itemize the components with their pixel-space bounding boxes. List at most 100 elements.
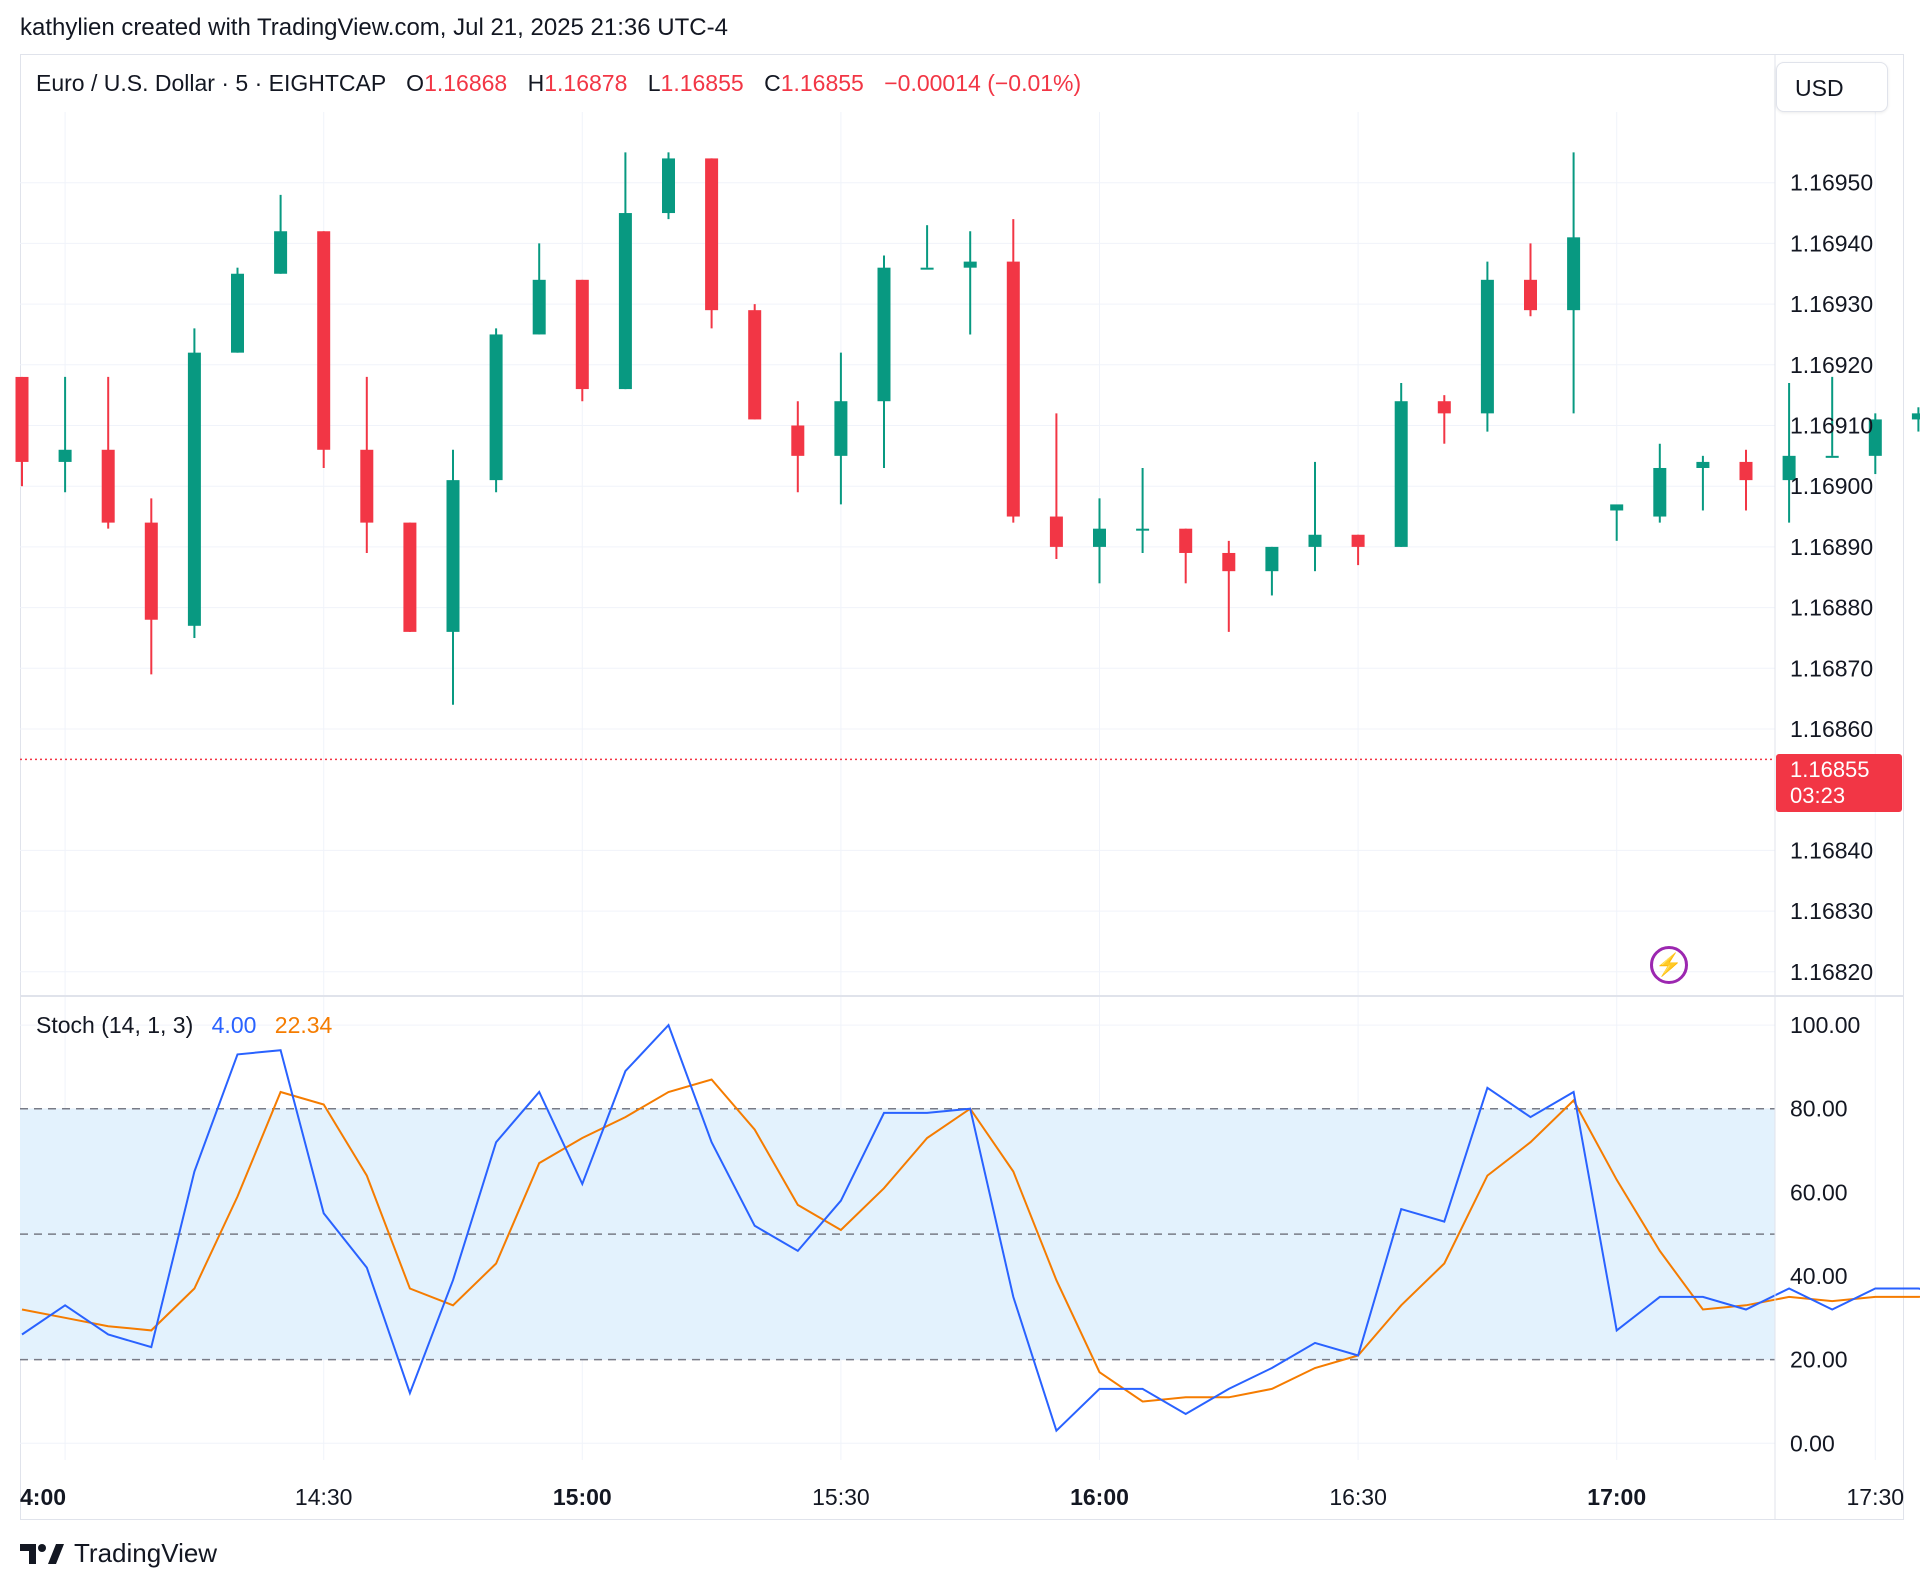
y-tick-label: 1.16820	[1790, 959, 1873, 985]
candle-body	[1308, 534, 1322, 547]
y-tick-label: 1.16840	[1790, 837, 1873, 863]
y-tick-label: 1.16940	[1790, 230, 1873, 256]
close-label: C	[764, 70, 781, 96]
axes: 4:00 14:30 15:00 15:30 16:00 16:30 17:00 17:30 1…	[20, 54, 1905, 1520]
candle-body	[317, 231, 331, 450]
chart-frame	[20, 54, 1904, 1520]
stoch-name[interactable]: Stoch (14, 1, 3)	[36, 1012, 194, 1038]
y-tick-label: 60.00	[1790, 1179, 1848, 1205]
x-tick-label: 15:00	[553, 1484, 612, 1510]
footer-brand[interactable]: TradingView	[74, 1538, 218, 1568]
candle-body	[1437, 401, 1451, 414]
y-tick-label: 1.16930	[1790, 291, 1873, 317]
x-tick-label: 16:00	[1070, 1484, 1129, 1510]
high-value: 1.16878	[544, 70, 628, 96]
candle-body	[1049, 516, 1063, 547]
candle-body	[1610, 504, 1624, 511]
candle-body	[274, 231, 288, 274]
x-tick-label: 17:00	[1587, 1484, 1646, 1510]
candle-body	[662, 158, 675, 214]
close-value: 1.16855	[780, 70, 864, 96]
candle-body	[834, 401, 848, 456]
y-tick-label: 20.00	[1790, 1347, 1848, 1373]
low-label: L	[647, 70, 661, 96]
candle-body	[791, 425, 805, 456]
candle-body	[705, 158, 719, 311]
x-tick-label: 17:30	[1847, 1484, 1905, 1510]
candle-body	[1739, 461, 1753, 481]
low-value: 1.16855	[660, 70, 744, 96]
stoch-lines	[21, 1023, 1920, 1433]
footer: TradingView	[20, 1538, 217, 1569]
stoch-k-line	[21, 1023, 1920, 1433]
candle-body	[1825, 455, 1839, 458]
candle-body	[920, 267, 934, 270]
candle-body	[187, 352, 201, 626]
candle-body	[489, 334, 503, 481]
currency-button[interactable]: USD	[1776, 62, 1888, 112]
stoch-d-line	[21, 1078, 1920, 1403]
lightning-icon[interactable]: ⚡	[1650, 946, 1688, 984]
candle-body	[1653, 467, 1667, 517]
candle-body	[360, 449, 374, 523]
candle-body	[1696, 461, 1710, 468]
candle-body	[618, 213, 632, 390]
y-tick-label: 1.16860	[1790, 716, 1873, 742]
y-tick-label: 40.00	[1790, 1263, 1848, 1289]
y-tick-label: 1.16870	[1790, 655, 1873, 681]
stoch-k-value: 4.00	[211, 1012, 257, 1038]
candle-body	[963, 261, 977, 268]
stoch-legend: Stoch (14, 1, 3) 4.00 22.34	[36, 1012, 332, 1039]
y-tick-label: 0.00	[1790, 1430, 1835, 1456]
candle-body	[1006, 261, 1020, 517]
candle-body	[1868, 419, 1882, 456]
y-tick-label: 1.16890	[1790, 534, 1873, 560]
stoch-band	[20, 1107, 1775, 1361]
candle-body	[877, 267, 891, 402]
change-value: −0.00014 (−0.01%)	[884, 70, 1082, 96]
candle-body	[1351, 534, 1365, 547]
candle-body	[144, 522, 158, 620]
y-tick-label: 1.16880	[1790, 595, 1873, 621]
x-tick-label: 15:30	[812, 1484, 870, 1510]
y-tick-label: 1.16830	[1790, 898, 1873, 924]
candle-body	[15, 376, 29, 462]
high-label: H	[527, 70, 545, 96]
candle-body	[1222, 552, 1236, 572]
candle-body	[446, 480, 460, 632]
candle-body	[1782, 455, 1796, 481]
symbol-name[interactable]: Euro / U.S. Dollar · 5 · EIGHTCAP	[36, 70, 386, 96]
candle-body	[532, 279, 546, 335]
y-tick-label: 1.16920	[1790, 352, 1873, 378]
candle-body	[1911, 413, 1920, 420]
candle-body	[748, 310, 762, 420]
candles	[15, 152, 1920, 761]
y-tick-label: 1.16950	[1790, 170, 1873, 196]
symbol-legend: Euro / U.S. Dollar · 5 · EIGHTCAP O1.168…	[36, 70, 1081, 97]
candle-body	[1136, 528, 1150, 531]
candle-body	[1394, 401, 1408, 547]
y-tick-label: 1.16900	[1790, 473, 1873, 499]
candle-body	[1265, 546, 1279, 572]
open-value: 1.16868	[424, 70, 508, 96]
candle-body	[403, 522, 417, 632]
price-tag-bg	[1776, 754, 1902, 812]
attribution-text: kathylien created with TradingView.com, …	[20, 14, 728, 41]
candle-body	[1179, 528, 1193, 553]
x-tick-label: 14:30	[295, 1484, 353, 1510]
price-tag-price: 1.16855	[1790, 757, 1870, 782]
candle-body	[1093, 528, 1106, 547]
candle-body	[231, 273, 244, 353]
candle-body	[1524, 279, 1537, 311]
price-tag: 1.16855 03:23	[1776, 754, 1902, 812]
price-tag-countdown: 03:23	[1790, 783, 1845, 808]
y-tick-label: 1.16910	[1790, 412, 1873, 438]
y-tick-label: 80.00	[1790, 1096, 1848, 1122]
open-label: O	[406, 70, 425, 96]
x-tick-label: 16:30	[1329, 1484, 1387, 1510]
x-tick-label: 4:00	[20, 1484, 66, 1510]
candle-body	[101, 449, 115, 523]
candle-body	[58, 449, 72, 462]
y-tick-label: 100.00	[1790, 1012, 1860, 1038]
